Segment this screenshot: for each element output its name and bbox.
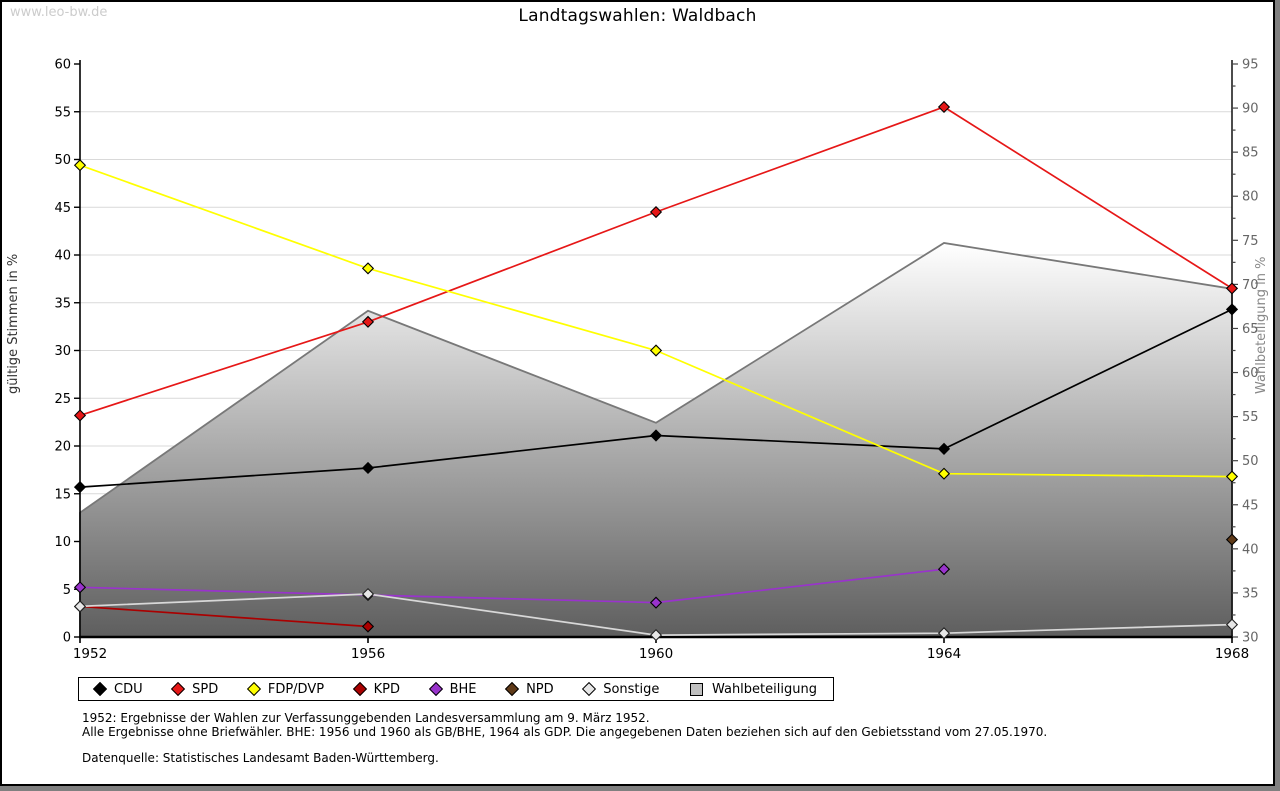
svg-text:1956: 1956 bbox=[351, 646, 385, 662]
footnotes: 1952: Ergebnisse der Wahlen zur Verfassu… bbox=[82, 711, 1047, 765]
svg-text:70: 70 bbox=[1242, 278, 1259, 293]
legend-label: KPD bbox=[373, 681, 401, 697]
diamond-marker-icon bbox=[504, 681, 520, 697]
legend-box: CDU SPD FDP/DVP KPD BHE NPD Sonstige Wahlbeteil… bbox=[78, 677, 834, 701]
svg-text:35: 35 bbox=[54, 296, 71, 311]
svg-text:65: 65 bbox=[1242, 322, 1259, 337]
svg-text:40: 40 bbox=[54, 249, 71, 264]
series-cdu bbox=[73, 303, 1239, 494]
svg-text:60: 60 bbox=[1242, 366, 1259, 381]
legend-item-bhe: BHE bbox=[428, 681, 477, 697]
chart-title: Landtagswahlen: Waldbach bbox=[518, 6, 757, 26]
svg-text:25: 25 bbox=[54, 392, 71, 407]
legend-item-kpd: KPD bbox=[352, 681, 401, 697]
footnote-line-2: Alle Ergebnisse ohne Briefwähler. BHE: 1… bbox=[82, 725, 1048, 739]
legend-label: Wahlbeteiligung bbox=[711, 681, 817, 697]
svg-text:0: 0 bbox=[63, 631, 71, 646]
legend-item-fdp-dvp: FDP/DVP bbox=[246, 681, 325, 697]
svg-text:55: 55 bbox=[54, 105, 71, 120]
svg-text:85: 85 bbox=[1242, 146, 1259, 161]
legend-item-cdu: CDU bbox=[92, 681, 143, 697]
legend-label: CDU bbox=[114, 681, 143, 697]
legend-label: BHE bbox=[449, 681, 477, 697]
svg-text:40: 40 bbox=[1242, 542, 1259, 557]
svg-text:20: 20 bbox=[54, 440, 71, 455]
square-marker-icon bbox=[689, 682, 703, 696]
svg-text:35: 35 bbox=[1242, 586, 1259, 601]
svg-text:10: 10 bbox=[54, 535, 71, 550]
legend-item-sonstige: Sonstige bbox=[582, 681, 660, 697]
legend-label: NPD bbox=[526, 681, 554, 697]
series-npd bbox=[1225, 533, 1239, 546]
footnote-spacer bbox=[82, 739, 1047, 751]
svg-text:30: 30 bbox=[54, 344, 71, 359]
svg-text:1968: 1968 bbox=[1215, 646, 1249, 662]
diamond-marker-icon bbox=[171, 681, 186, 697]
diamond-marker-icon bbox=[92, 681, 108, 697]
diamond-marker-icon bbox=[582, 681, 597, 697]
watermark: www.leo-bw.de bbox=[10, 5, 108, 20]
legend-item-spd: SPD bbox=[171, 681, 219, 697]
svg-text:75: 75 bbox=[1242, 234, 1259, 249]
svg-text:80: 80 bbox=[1242, 190, 1259, 205]
svg-text:5: 5 bbox=[63, 583, 71, 598]
legend-item-wahlbeteiligung: Wahlbeteiligung bbox=[689, 681, 817, 697]
election-line-chart: 0 5 10 15 20 25 30 35 40 45 50 55 60 30 35 40 45 50 55 60 65… bbox=[54, 58, 1258, 663]
series-sonstige bbox=[73, 587, 1239, 642]
svg-text:90: 90 bbox=[1242, 102, 1259, 117]
axes: 0 5 10 15 20 25 30 35 40 45 50 55 60 30 35 40 45 50 55 60 65… bbox=[54, 58, 1258, 663]
svg-text:30: 30 bbox=[1242, 631, 1259, 646]
svg-text:45: 45 bbox=[54, 201, 71, 216]
legend-label: FDP/DVP bbox=[267, 681, 325, 697]
footnote-source: Datenquelle: Statistisches Landesamt Bad… bbox=[82, 751, 439, 765]
footnote-line-1: 1952: Ergebnisse der Wahlen zur Verfassu… bbox=[82, 711, 650, 725]
legend-item-npd: NPD bbox=[504, 681, 554, 697]
svg-text:50: 50 bbox=[1242, 454, 1259, 469]
diamond-marker-icon bbox=[352, 681, 367, 697]
svg-text:1960: 1960 bbox=[639, 646, 673, 662]
series-spd bbox=[73, 100, 1239, 422]
svg-text:45: 45 bbox=[1242, 498, 1259, 513]
svg-text:1964: 1964 bbox=[927, 646, 961, 662]
svg-text:60: 60 bbox=[54, 58, 71, 73]
series-fdp-dvp bbox=[73, 159, 1239, 483]
svg-text:50: 50 bbox=[54, 153, 71, 168]
svg-text:1952: 1952 bbox=[73, 646, 107, 662]
svg-text:15: 15 bbox=[54, 487, 71, 502]
diamond-marker-icon bbox=[428, 681, 443, 697]
legend-label: Sonstige bbox=[603, 681, 660, 697]
svg-text:55: 55 bbox=[1242, 410, 1259, 425]
svg-text:95: 95 bbox=[1242, 58, 1259, 73]
diamond-marker-icon bbox=[246, 681, 261, 697]
legend-label: SPD bbox=[192, 681, 219, 697]
